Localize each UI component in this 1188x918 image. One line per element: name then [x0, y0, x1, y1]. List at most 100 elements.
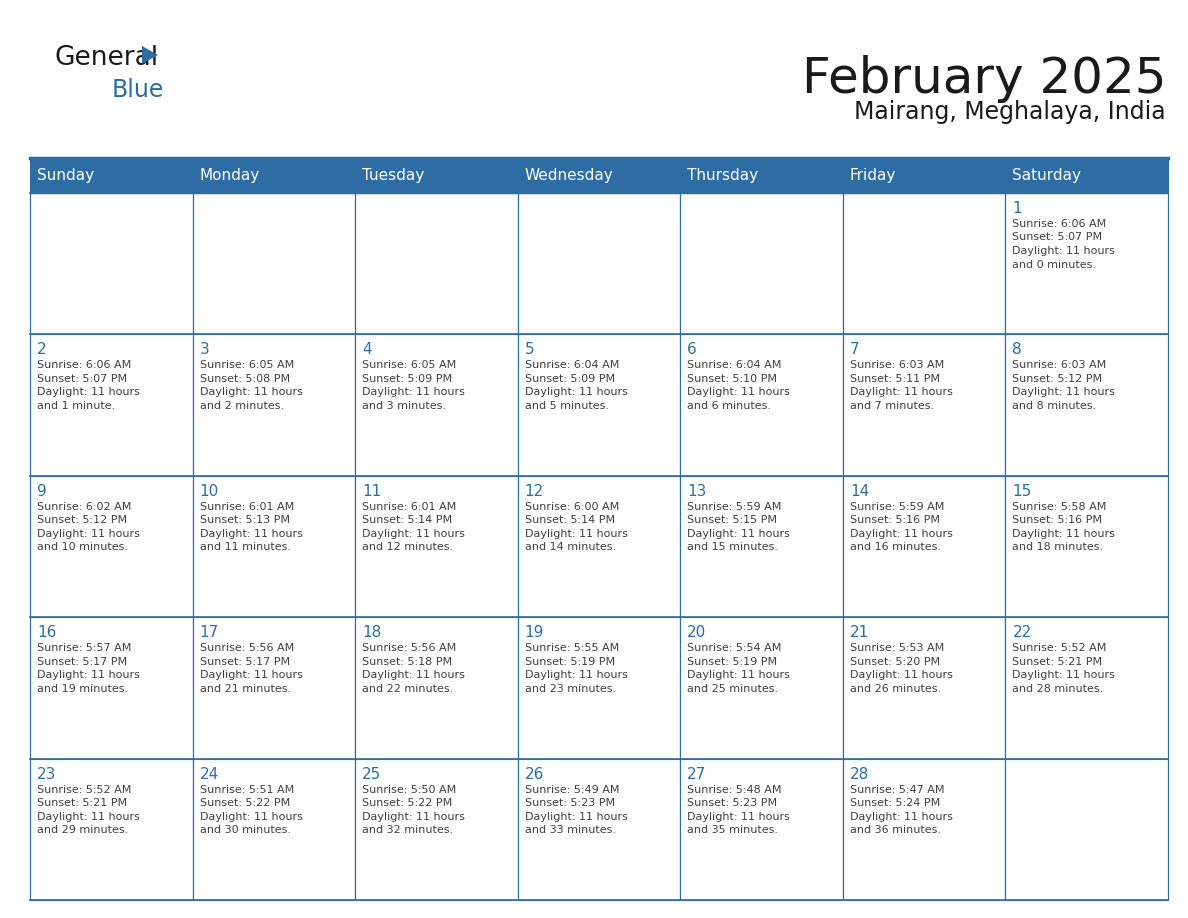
Bar [518, 334, 681, 476]
Text: Daylight: 11 hours: Daylight: 11 hours [849, 670, 953, 680]
Text: Sunset: 5:19 PM: Sunset: 5:19 PM [688, 656, 777, 666]
Text: and 7 minutes.: and 7 minutes. [849, 401, 934, 411]
Text: Sunset: 5:13 PM: Sunset: 5:13 PM [200, 515, 290, 525]
Text: 23: 23 [37, 767, 56, 781]
Text: Sunrise: 5:51 AM: Sunrise: 5:51 AM [200, 785, 293, 795]
Bar [518, 476, 681, 617]
Text: 6: 6 [688, 342, 697, 357]
Text: 22: 22 [1012, 625, 1031, 640]
Text: Sunrise: 6:03 AM: Sunrise: 6:03 AM [849, 361, 944, 370]
Text: and 23 minutes.: and 23 minutes. [525, 684, 615, 694]
Text: Sunset: 5:22 PM: Sunset: 5:22 PM [200, 798, 290, 808]
Text: 9: 9 [37, 484, 46, 498]
Bar [30, 334, 192, 476]
Text: Sunrise: 5:55 AM: Sunrise: 5:55 AM [525, 644, 619, 654]
Text: Sunrise: 6:05 AM: Sunrise: 6:05 AM [362, 361, 456, 370]
Bar [1005, 617, 1168, 758]
Text: 12: 12 [525, 484, 544, 498]
Text: and 15 minutes.: and 15 minutes. [688, 543, 778, 553]
Text: Daylight: 11 hours: Daylight: 11 hours [688, 387, 790, 397]
Text: General: General [55, 45, 159, 71]
Bar [842, 758, 1005, 900]
Text: Sunrise: 5:54 AM: Sunrise: 5:54 AM [688, 644, 782, 654]
Text: 5: 5 [525, 342, 535, 357]
Text: Blue: Blue [112, 78, 164, 102]
Text: Sunrise: 6:04 AM: Sunrise: 6:04 AM [525, 361, 619, 370]
Bar [192, 158, 355, 193]
Text: Daylight: 11 hours: Daylight: 11 hours [1012, 246, 1116, 256]
Text: and 30 minutes.: and 30 minutes. [200, 825, 291, 835]
Text: 27: 27 [688, 767, 707, 781]
Bar [355, 476, 518, 617]
Bar [192, 334, 355, 476]
Text: Thursday: Thursday [688, 168, 758, 183]
Bar [355, 758, 518, 900]
Text: 13: 13 [688, 484, 707, 498]
Text: Daylight: 11 hours: Daylight: 11 hours [362, 670, 465, 680]
Text: 11: 11 [362, 484, 381, 498]
Text: Daylight: 11 hours: Daylight: 11 hours [688, 529, 790, 539]
Bar [192, 758, 355, 900]
Text: Sunset: 5:09 PM: Sunset: 5:09 PM [362, 374, 453, 384]
Text: Sunset: 5:22 PM: Sunset: 5:22 PM [362, 798, 453, 808]
Text: and 5 minutes.: and 5 minutes. [525, 401, 608, 411]
Text: Daylight: 11 hours: Daylight: 11 hours [849, 812, 953, 822]
Bar [355, 334, 518, 476]
Text: Sunrise: 6:06 AM: Sunrise: 6:06 AM [37, 361, 131, 370]
Text: Daylight: 11 hours: Daylight: 11 hours [200, 529, 303, 539]
Bar [842, 158, 1005, 193]
Text: Sunset: 5:07 PM: Sunset: 5:07 PM [1012, 232, 1102, 242]
Text: Sunset: 5:24 PM: Sunset: 5:24 PM [849, 798, 940, 808]
Text: Monday: Monday [200, 168, 260, 183]
Text: Sunset: 5:18 PM: Sunset: 5:18 PM [362, 656, 453, 666]
Text: and 14 minutes.: and 14 minutes. [525, 543, 615, 553]
Text: Sunset: 5:07 PM: Sunset: 5:07 PM [37, 374, 127, 384]
Text: 4: 4 [362, 342, 372, 357]
Text: Sunrise: 6:02 AM: Sunrise: 6:02 AM [37, 502, 132, 512]
Text: Sunrise: 6:01 AM: Sunrise: 6:01 AM [362, 502, 456, 512]
Text: Wednesday: Wednesday [525, 168, 613, 183]
Text: Daylight: 11 hours: Daylight: 11 hours [1012, 387, 1116, 397]
Bar [30, 476, 192, 617]
Bar [518, 617, 681, 758]
Text: Sunset: 5:19 PM: Sunset: 5:19 PM [525, 656, 615, 666]
Text: 19: 19 [525, 625, 544, 640]
Text: Sunset: 5:12 PM: Sunset: 5:12 PM [1012, 374, 1102, 384]
Text: Daylight: 11 hours: Daylight: 11 hours [688, 812, 790, 822]
Text: Daylight: 11 hours: Daylight: 11 hours [200, 670, 303, 680]
Bar [355, 193, 518, 334]
Text: 15: 15 [1012, 484, 1031, 498]
Text: 24: 24 [200, 767, 219, 781]
Text: and 29 minutes.: and 29 minutes. [37, 825, 128, 835]
Text: Daylight: 11 hours: Daylight: 11 hours [362, 812, 465, 822]
Text: Tuesday: Tuesday [362, 168, 424, 183]
Bar [518, 158, 681, 193]
Text: Saturday: Saturday [1012, 168, 1081, 183]
Text: and 22 minutes.: and 22 minutes. [362, 684, 454, 694]
Bar [30, 758, 192, 900]
Text: Daylight: 11 hours: Daylight: 11 hours [37, 812, 140, 822]
Text: Sunrise: 6:03 AM: Sunrise: 6:03 AM [1012, 361, 1107, 370]
Text: Sunrise: 5:59 AM: Sunrise: 5:59 AM [849, 502, 944, 512]
Text: Sunrise: 5:57 AM: Sunrise: 5:57 AM [37, 644, 132, 654]
Text: Sunrise: 5:53 AM: Sunrise: 5:53 AM [849, 644, 944, 654]
Text: Daylight: 11 hours: Daylight: 11 hours [525, 387, 627, 397]
Bar [1005, 476, 1168, 617]
Text: 20: 20 [688, 625, 707, 640]
Text: and 16 minutes.: and 16 minutes. [849, 543, 941, 553]
Text: 3: 3 [200, 342, 209, 357]
Text: Sunset: 5:10 PM: Sunset: 5:10 PM [688, 374, 777, 384]
Text: Sunrise: 5:50 AM: Sunrise: 5:50 AM [362, 785, 456, 795]
Bar [518, 758, 681, 900]
Text: Sunset: 5:16 PM: Sunset: 5:16 PM [849, 515, 940, 525]
Text: and 32 minutes.: and 32 minutes. [362, 825, 454, 835]
Bar [30, 158, 192, 193]
Text: Daylight: 11 hours: Daylight: 11 hours [849, 387, 953, 397]
Text: Daylight: 11 hours: Daylight: 11 hours [200, 387, 303, 397]
Bar [842, 617, 1005, 758]
Text: 1: 1 [1012, 201, 1022, 216]
Bar [681, 158, 842, 193]
Bar [192, 193, 355, 334]
Text: and 25 minutes.: and 25 minutes. [688, 684, 778, 694]
Text: Sunset: 5:17 PM: Sunset: 5:17 PM [37, 656, 127, 666]
